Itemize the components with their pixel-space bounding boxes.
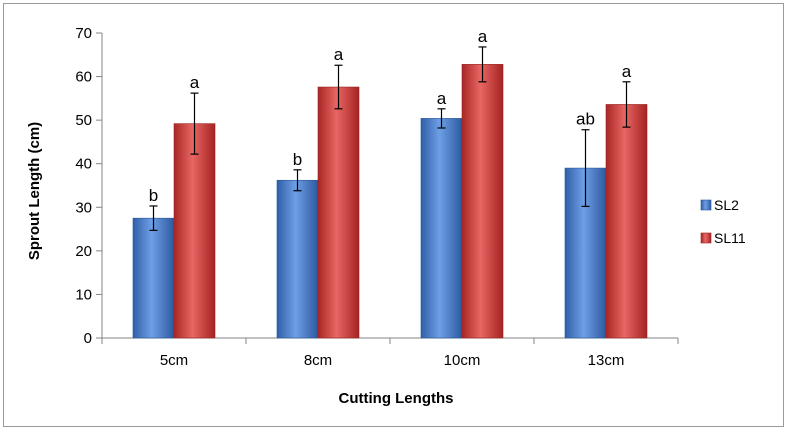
x-axis-title: Cutting Lengths — [339, 390, 454, 407]
bar-sl2-8cm — [276, 179, 319, 339]
y-tick-label: 60 — [75, 69, 92, 86]
x-tick-label: 8cm — [304, 352, 332, 369]
y-tick-label: 20 — [75, 243, 92, 260]
legend-swatch-sl2 — [700, 199, 712, 211]
y-tick-label: 70 — [75, 25, 92, 42]
bar-sl11-5cm — [173, 123, 216, 339]
chart-frame: 0 10 20 30 40 50 60 70 5cm 8cm 10cm 13cm b b a ab a a a a … — [3, 3, 784, 427]
significance-label: a — [437, 89, 447, 108]
legend-swatch-sl11 — [700, 232, 712, 244]
legend-label-sl11: SL11 — [714, 230, 746, 246]
significance-label: a — [190, 73, 200, 92]
x-tick-label: 5cm — [160, 352, 188, 369]
significance-labels: b b a ab a a a a — [149, 27, 632, 205]
significance-label: a — [334, 45, 344, 64]
legend: SL2 SL11 — [700, 197, 746, 246]
x-tick-label: 10cm — [444, 352, 481, 369]
y-tick-label: 30 — [75, 199, 92, 216]
axes: 0 10 20 30 40 50 60 70 5cm 8cm 10cm 13cm — [75, 25, 679, 369]
bar-sl11-10cm — [461, 64, 504, 339]
y-axis-title: Sprout Length (cm) — [26, 122, 43, 260]
significance-label: ab — [576, 110, 595, 129]
bar-sl11-13cm — [605, 104, 648, 339]
legend-label-sl2: SL2 — [714, 197, 739, 213]
significance-label: a — [478, 27, 488, 46]
bar-sl11-8cm — [317, 86, 360, 339]
y-tick-label: 0 — [84, 330, 92, 347]
bar-sl2-10cm — [420, 118, 463, 339]
y-tick-label: 50 — [75, 112, 92, 129]
bars — [132, 64, 648, 339]
error-bars — [149, 46, 631, 231]
significance-label: a — [622, 62, 632, 81]
y-tick-label: 40 — [75, 156, 92, 173]
x-tick-label: 13cm — [588, 352, 625, 369]
bar-sl2-5cm — [132, 217, 175, 339]
significance-label: b — [149, 186, 158, 205]
y-tick-label: 10 — [75, 286, 92, 303]
significance-label: b — [293, 150, 302, 169]
